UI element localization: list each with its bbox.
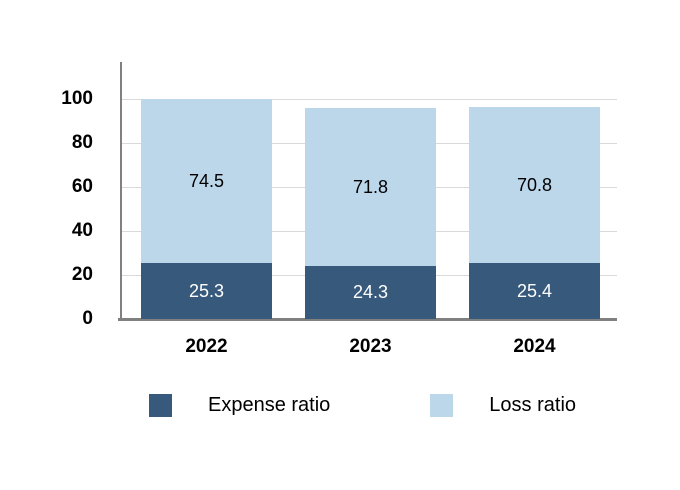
bar-value-label: 71.8 (352, 176, 389, 197)
legend-label-loss-ratio: Loss ratio (489, 394, 577, 416)
bar-segment-expense-ratio-2024 (469, 263, 600, 319)
y-axis-tick-label: 40 (71, 220, 93, 241)
bar-value-label: 24.3 (352, 282, 389, 303)
bar-value-label: 74.5 (188, 171, 225, 192)
bar-segment-loss-ratio-2023 (305, 107, 436, 266)
y-axis-tick-label: 100 (61, 88, 93, 109)
y-axis-tick-label: 80 (71, 132, 93, 153)
legend-item-expense-ratio: Expense ratio (149, 394, 330, 417)
bar-segment-expense-ratio-2022 (141, 263, 272, 319)
legend-swatch-expense-ratio (149, 394, 172, 417)
bar-value-label: 25.3 (188, 281, 225, 302)
bar-value-label: 25.4 (516, 281, 553, 302)
x-axis-category-label: 2024 (513, 336, 556, 357)
y-axis-tick-label: 0 (82, 308, 93, 329)
bar-segment-loss-ratio-2024 (469, 107, 600, 264)
gridline-100 (122, 99, 617, 100)
legend: Expense ratio Loss ratio (149, 394, 576, 417)
legend-item-loss-ratio: Loss ratio (430, 394, 576, 417)
legend-swatch-loss-ratio (430, 394, 454, 417)
x-axis-category-label: 2022 (185, 336, 228, 357)
x-axis-line (118, 317, 617, 321)
y-axis-tick-label: 60 (71, 176, 93, 197)
legend-label-expense-ratio: Expense ratio (208, 394, 331, 416)
bar-segment-loss-ratio-2022 (141, 99, 272, 264)
bar-value-label: 70.8 (516, 175, 553, 196)
bar-segment-expense-ratio-2023 (305, 265, 436, 319)
y-axis-tick-label: 20 (71, 264, 93, 285)
y-axis-line (120, 62, 122, 321)
x-axis-category-label: 2023 (349, 336, 392, 357)
